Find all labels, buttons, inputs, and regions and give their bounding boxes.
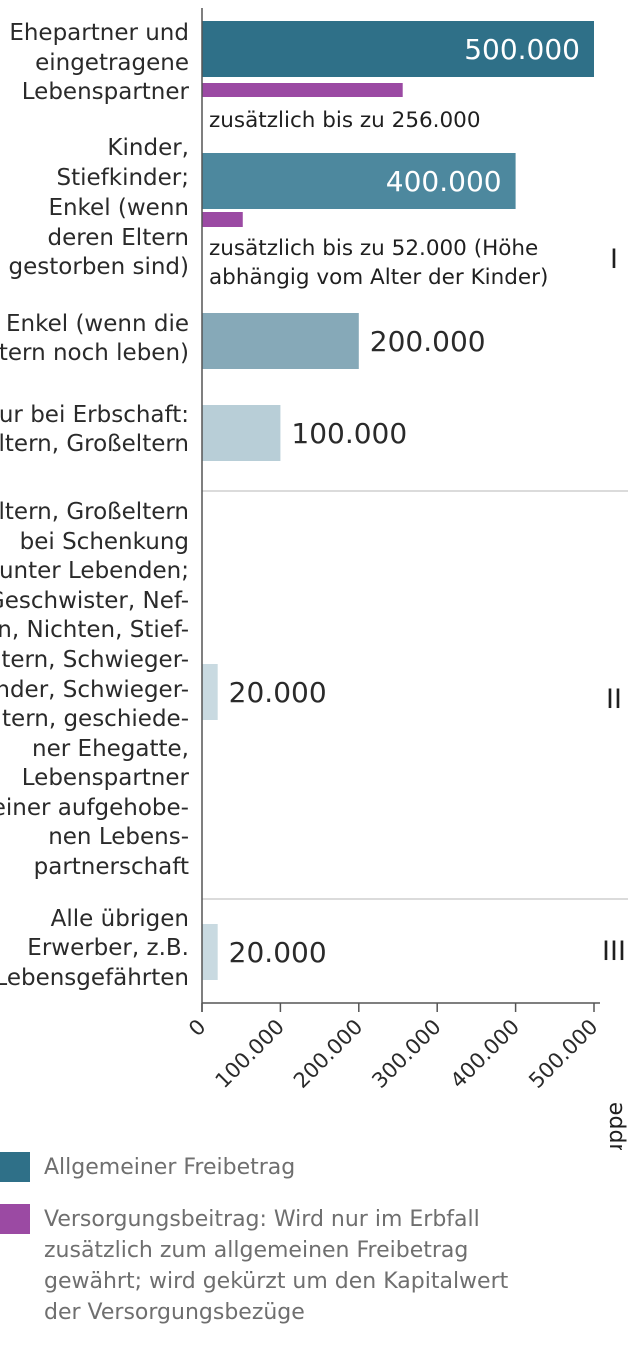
- freibetrag-chart: 500.000 zusätzlich bis zu 256.000 Ehepartn…: [0, 8, 628, 1150]
- category-label: partnerschaft: [34, 854, 189, 880]
- category-label: eltern, geschiede-: [0, 706, 189, 732]
- category-label: gestorben sind): [9, 254, 189, 280]
- bar-allgemein: [202, 153, 516, 209]
- category-label: ner Ehegatte,: [32, 736, 189, 762]
- x-tick-label: 500.000: [524, 1015, 602, 1093]
- bar-allgemein: [202, 924, 218, 980]
- bar-value-label: 500.000: [464, 33, 580, 66]
- category-label: Lebenspartner: [22, 765, 190, 791]
- category-label: deren Eltern: [48, 225, 189, 251]
- bar-value-label: 20.000: [229, 936, 327, 969]
- legend-item-allgemein: Allgemeiner Freibetrag: [0, 1152, 524, 1183]
- bar-allgemein: [202, 313, 359, 369]
- x-tick-label: 100.000: [211, 1015, 289, 1093]
- bar-versorgung: [202, 212, 243, 227]
- bar-allgemein: [202, 405, 281, 461]
- category-label: Geschwister, Nef-: [0, 588, 189, 614]
- category-label: bei Schenkung: [20, 529, 189, 555]
- legend-item-versorgung: Versorgungsbeitrag: Wird nur im Erbfall …: [0, 1204, 524, 1328]
- category-label: kinder, Schwieger-: [0, 677, 189, 703]
- category-label: fen, Nichten, Stief-: [0, 617, 189, 643]
- category-label: Ehepartner und: [9, 20, 189, 46]
- x-tick-label: 300.000: [367, 1015, 445, 1093]
- bar-allgemein: [202, 21, 594, 77]
- legend-text-versorgung: Versorgungsbeitrag: Wird nur im Erbfall …: [44, 1207, 509, 1325]
- group-label-II: II: [606, 684, 622, 715]
- bar-allgemein: [202, 664, 218, 720]
- group-label-I: I: [610, 244, 618, 275]
- category-label: Eltern, Großeltern: [0, 431, 189, 457]
- group-axis-title: Erbschaftsteuergruppe: [603, 1102, 628, 1150]
- category-label: Lebensgefährten: [0, 965, 189, 991]
- category-label: Enkel (wenn die: [6, 311, 189, 337]
- category-label: Nur bei Erbschaft:: [0, 402, 189, 428]
- category-label: einer aufgehobe-: [0, 795, 189, 821]
- versorgung-value-label: zusätzlich bis zu 52.000 (Höhe: [209, 236, 538, 261]
- legend-swatch-allgemein: [0, 1152, 30, 1182]
- group-label-III: III: [602, 936, 626, 967]
- bar-versorgung: [202, 83, 403, 97]
- versorgung-value-label: abhängig vom Alter der Kinder): [209, 265, 548, 290]
- bar-value-label: 400.000: [386, 165, 502, 198]
- category-label: Eltern, Großeltern: [0, 499, 189, 525]
- category-label: eltern, Schwieger-: [0, 647, 189, 673]
- category-label: Eltern noch leben): [0, 340, 189, 366]
- x-tick-label: 0: [184, 1015, 210, 1041]
- category-label: Erwerber, z.B.: [27, 935, 189, 961]
- bar-value-label: 20.000: [229, 676, 327, 709]
- category-label: Enkel (wenn: [48, 195, 189, 221]
- legend-text-allgemein: Allgemeiner Freibetrag: [44, 1155, 296, 1180]
- versorgung-value-label: zusätzlich bis zu 256.000: [209, 108, 481, 133]
- category-label: eingetragene: [35, 50, 189, 76]
- x-tick-label: 200.000: [289, 1015, 367, 1093]
- x-tick-label: 400.000: [446, 1015, 524, 1093]
- category-label: Lebenspartner: [22, 79, 190, 105]
- category-label: Alle übrigen: [51, 906, 189, 932]
- category-label: Kinder,: [107, 135, 189, 161]
- bar-value-label: 100.000: [291, 417, 407, 450]
- legend-swatch-versorgung: [0, 1204, 30, 1234]
- category-label: unter Lebenden;: [0, 558, 189, 584]
- category-label: Stiefkinder;: [57, 165, 190, 191]
- category-label: nen Lebens-: [48, 824, 189, 850]
- bar-value-label: 200.000: [370, 325, 486, 358]
